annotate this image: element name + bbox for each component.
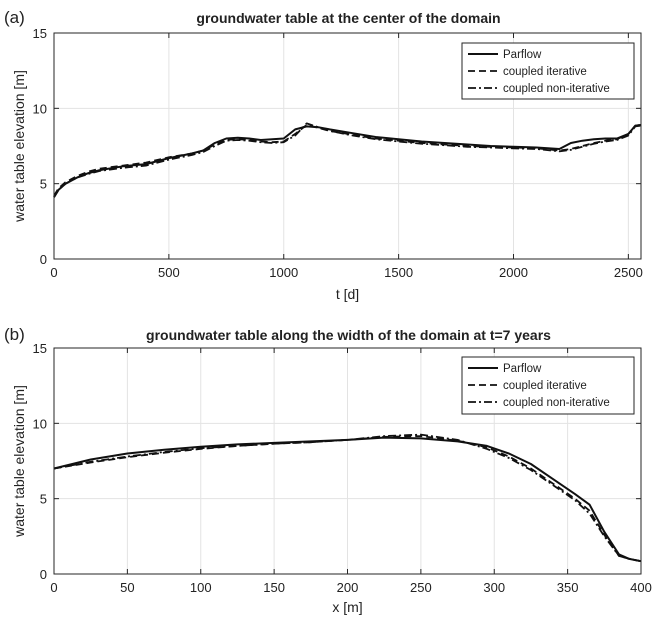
panel-label: (b) (4, 325, 25, 344)
series-line-solid (53, 436, 642, 563)
x-tick-label: 150 (263, 580, 285, 595)
y-tick-label: 0 (40, 567, 47, 582)
x-tick-label: 1000 (269, 265, 298, 280)
series-line-dash-dot (53, 122, 642, 198)
x-tick-label: 250 (410, 580, 432, 595)
x-tick-label: 500 (158, 265, 180, 280)
legend-entry-label: coupled iterative (503, 380, 587, 392)
x-axis-label: t [d] (336, 286, 359, 302)
x-tick-label: 200 (337, 580, 359, 595)
x-tick-label: 0 (50, 580, 57, 595)
x-tick-label: 400 (630, 580, 652, 595)
y-tick-label: 5 (40, 492, 47, 507)
legend-entry-label: coupled non-iterative (503, 83, 610, 95)
y-tick-label: 15 (33, 26, 47, 41)
panel-label: (a) (4, 8, 25, 27)
legend-entry-label: coupled non-iterative (503, 397, 610, 409)
x-tick-label: 2000 (499, 265, 528, 280)
y-axis-label: water table elevation [m] (11, 70, 27, 223)
legend-entry-label: coupled iterative (503, 66, 587, 78)
series-line-dashed (53, 435, 642, 563)
legend: Parflow coupled iterative coupled non-iter… (461, 356, 635, 415)
x-tick-label: 350 (557, 580, 579, 595)
x-tick-label: 2500 (614, 265, 643, 280)
y-axis-label: water table elevation [m] (11, 385, 27, 538)
x-axis-label: x [m] (332, 599, 362, 615)
x-tick-label: 50 (120, 580, 134, 595)
x-tick-label: 1500 (384, 265, 413, 280)
chart-title: groundwater table along the width of the… (146, 327, 551, 343)
axes-frame (53, 32, 642, 260)
chart-title: groundwater table at the center of the d… (196, 10, 500, 26)
legend-entry-label: Parflow (503, 363, 542, 375)
legend-entry-label: Parflow (503, 49, 542, 61)
y-tick-label: 10 (33, 416, 47, 431)
y-tick-label: 0 (40, 252, 47, 267)
x-tick-label: 300 (483, 580, 505, 595)
chart-panel-a: 0 500 1000 1500 2000 2500 0 5 10 15 (a) groundwater… (4, 8, 643, 302)
y-tick-label: 15 (33, 341, 47, 356)
y-tick-label: 5 (40, 177, 47, 192)
legend: Parflow coupled iterative coupled non-iter… (461, 42, 635, 100)
series-line-dash-dot (53, 433, 642, 563)
x-tick-label: 100 (190, 580, 212, 595)
y-tick-label: 10 (33, 101, 47, 116)
x-tick-label: 0 (50, 265, 57, 280)
chart-panel-b: 0 50 100 150 200 250 300 350 400 0 5 10 15 (b) groundw… (4, 325, 652, 615)
